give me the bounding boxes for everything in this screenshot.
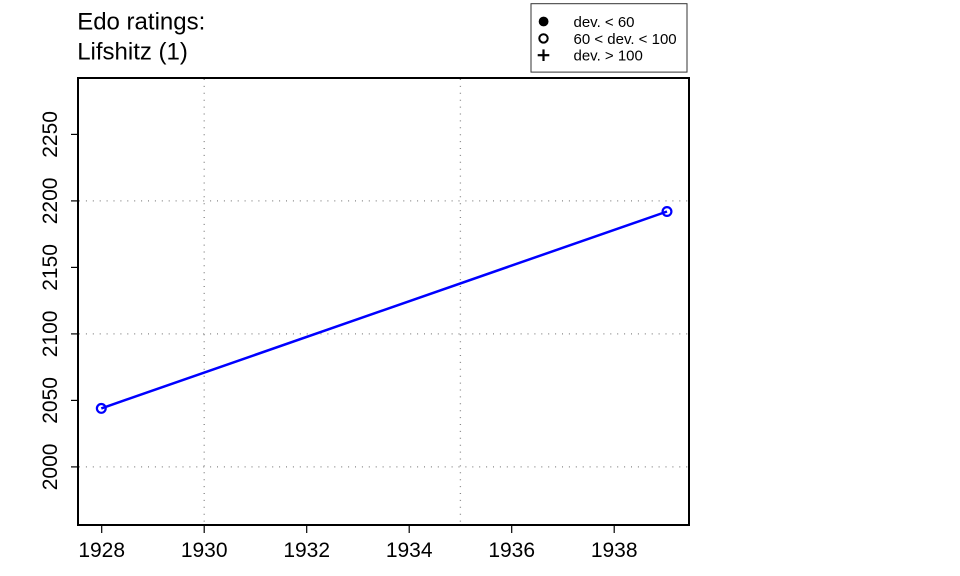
svg-text:1932: 1932: [283, 539, 330, 562]
svg-text:1928: 1928: [78, 539, 125, 562]
svg-text:2100: 2100: [39, 311, 62, 358]
svg-text:Lifshitz (1): Lifshitz (1): [77, 39, 188, 66]
svg-text:2200: 2200: [39, 178, 62, 225]
svg-text:60 < dev. < 100: 60 < dev. < 100: [574, 31, 677, 48]
svg-text:dev. < 60: dev. < 60: [574, 14, 635, 31]
svg-text:1938: 1938: [591, 539, 638, 562]
svg-text:dev. > 100: dev. > 100: [574, 48, 643, 65]
svg-text:2050: 2050: [39, 377, 62, 424]
svg-text:1934: 1934: [386, 539, 433, 562]
svg-text:2150: 2150: [39, 244, 62, 291]
svg-text:Edo ratings:: Edo ratings:: [77, 9, 205, 36]
svg-text:2250: 2250: [39, 111, 62, 158]
svg-text:1930: 1930: [181, 539, 228, 562]
svg-text:1936: 1936: [488, 539, 535, 562]
svg-text:2000: 2000: [39, 444, 62, 491]
